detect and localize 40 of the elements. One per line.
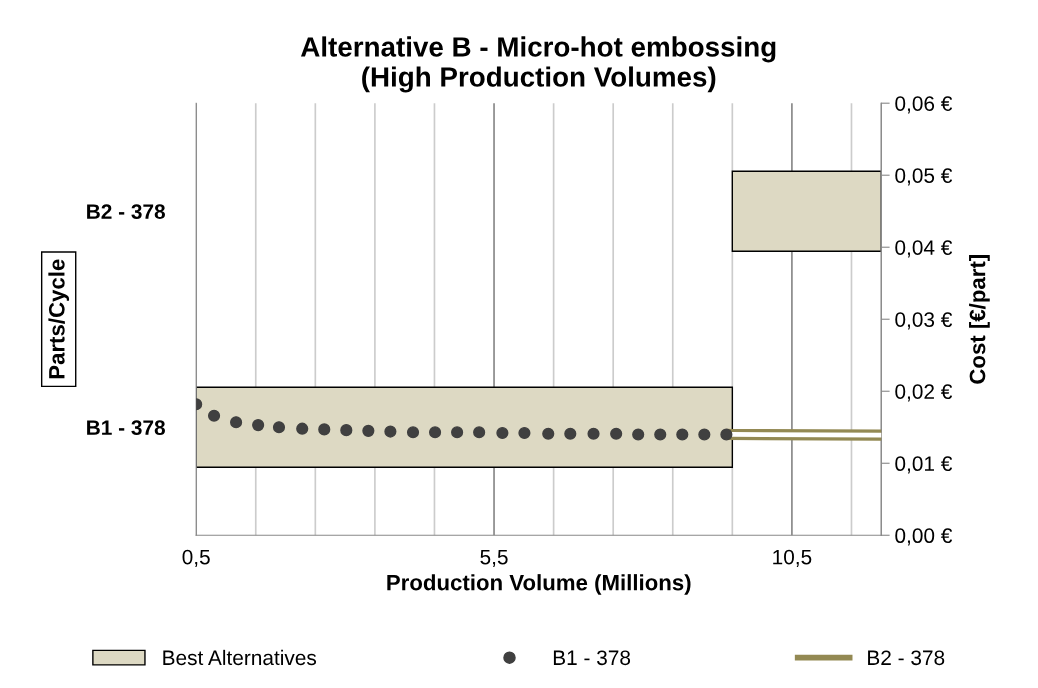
x-tick-label: 0,5 [182,549,210,567]
point [587,427,600,440]
y-tick-label: 0,01 € [895,456,953,474]
point [272,421,286,434]
point [473,426,486,439]
x-tick-label: 5,5 [480,549,508,567]
y-tick-label: 0,06 € [895,96,953,114]
point [340,424,353,437]
point [542,427,555,440]
x-tick-label: 10,5 [773,549,812,567]
y-axis-title: Parts/Cycle [48,259,70,379]
point [406,426,420,439]
legend-label: B1 - 378 [553,650,631,666]
y-tick-label: 0,00 € [895,528,953,546]
y-axis-title: Cost [€/part] [969,255,990,384]
point [207,409,221,422]
point [451,426,464,439]
legend-label: Best Alternatives [163,649,317,666]
point [720,428,733,441]
point [496,426,509,440]
point [230,416,243,429]
y-tick-label: 0,03 € [895,312,953,330]
point [518,426,531,440]
x-axis-title: Production Volume (Millions) [387,574,691,595]
point [362,424,375,437]
y-tick-label: 0,04 € [895,240,953,258]
y-tick-label: 0,02 € [895,384,953,402]
point [698,428,711,441]
point [252,419,265,432]
point [318,423,331,436]
point [654,428,667,441]
y-tick-label: 0,05 € [895,168,953,186]
point [610,427,623,440]
point [564,427,577,440]
point [296,422,309,435]
point [428,426,442,439]
point [632,428,645,441]
point [384,425,397,438]
chart-title: Alternative B - Micro-hot embossing (High Production Volumes) [300,36,776,93]
point [676,428,689,441]
